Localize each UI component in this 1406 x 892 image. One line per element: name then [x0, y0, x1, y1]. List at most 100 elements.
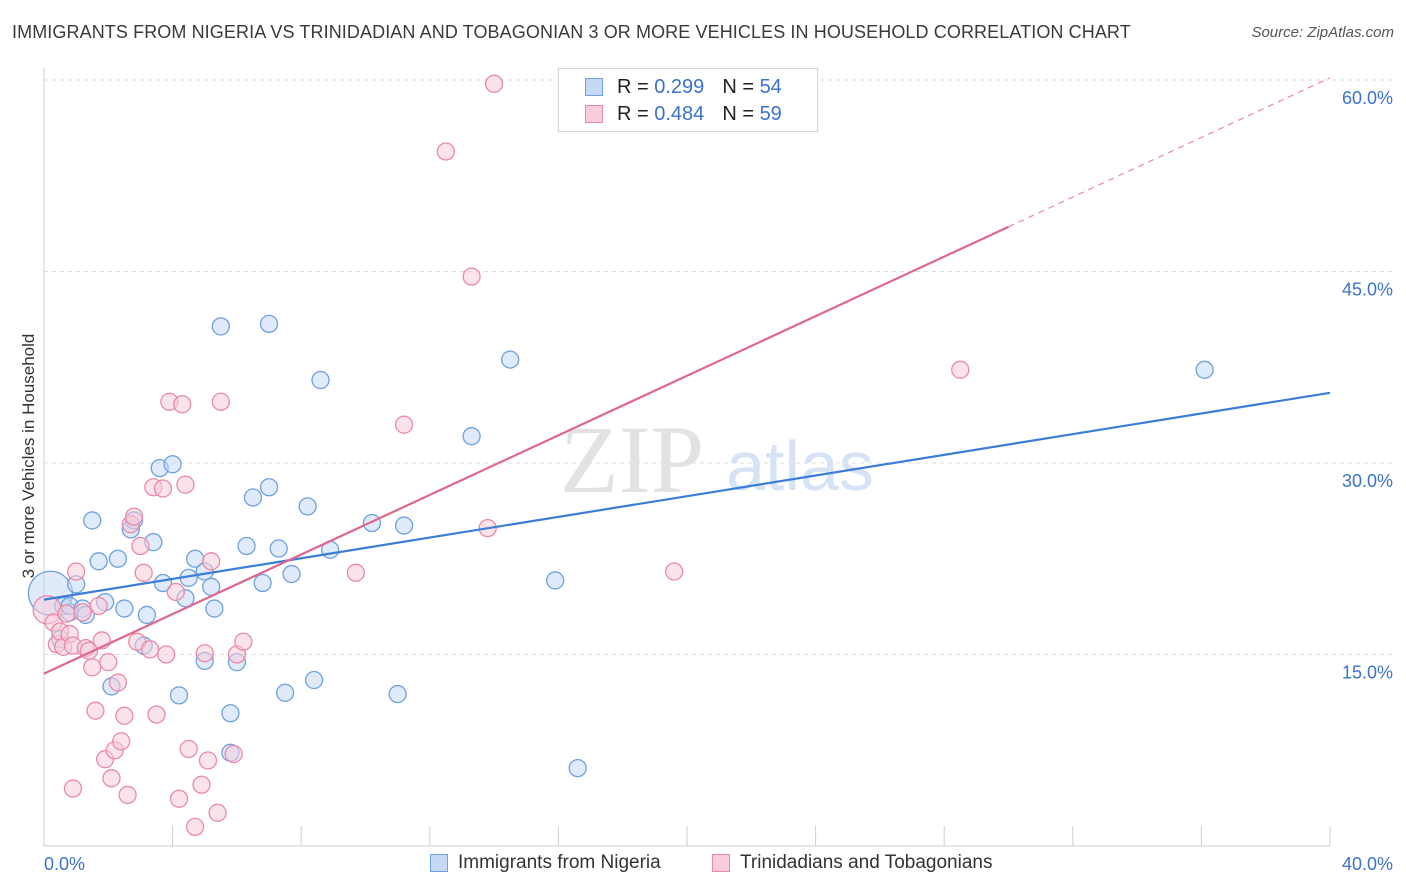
data-point	[436, 142, 456, 161]
bottom-legend-label-nigeria: Immigrants from Nigeria	[458, 852, 661, 873]
data-point	[211, 392, 230, 411]
data-point	[546, 571, 565, 590]
bottom-legend-nigeria: Immigrants from Nigeria	[430, 852, 661, 874]
data-point	[462, 427, 481, 446]
data-point	[275, 683, 295, 702]
data-point	[362, 513, 382, 533]
data-point	[163, 455, 182, 474]
data-point	[112, 732, 131, 751]
data-point	[83, 511, 102, 530]
y-tick-label: 30.0%	[1342, 471, 1393, 491]
data-point	[221, 704, 240, 723]
legend-n-value: 59	[759, 102, 782, 125]
legend-r-value: 0.299	[654, 75, 705, 98]
data-point	[57, 604, 76, 623]
data-point	[153, 479, 173, 498]
data-point	[108, 549, 128, 568]
grid-lines	[44, 79, 1392, 655]
watermark-atlas: atlas	[726, 427, 874, 505]
bottom-legend: Immigrants from Nigeria Trinidadians and…	[0, 852, 1406, 878]
data-point	[169, 789, 189, 808]
data-point	[176, 475, 195, 494]
data-point	[394, 516, 414, 535]
data-point	[140, 640, 160, 659]
data-point	[115, 706, 134, 725]
data-point	[157, 645, 176, 664]
data-point	[83, 658, 102, 677]
data-point	[134, 563, 153, 582]
data-point	[63, 779, 83, 798]
series-trinidad	[32, 74, 970, 836]
data-point	[237, 536, 256, 556]
legend-n-label: N =	[722, 75, 754, 98]
data-point	[173, 395, 192, 414]
x-tick-label: 0.0%	[44, 854, 85, 874]
data-point	[89, 596, 108, 616]
legend-row-nigeria: R = 0.299 N = 54	[559, 74, 782, 100]
data-point	[282, 564, 301, 584]
legend-r-label: R =	[617, 75, 649, 98]
data-point	[73, 603, 92, 622]
data-point	[89, 552, 108, 571]
legend-r-label: R =	[617, 102, 649, 125]
data-point	[131, 536, 150, 556]
data-point	[951, 360, 970, 379]
legend-r-value: 0.484	[654, 102, 705, 125]
legend-n-label: N =	[722, 102, 754, 125]
x-tick-label: 40.0%	[1342, 854, 1393, 874]
data-point	[664, 562, 684, 581]
data-point	[253, 573, 272, 593]
y-axis-label: 3 or more Vehicles in Household	[19, 334, 38, 579]
legend-row-trinidad: R = 0.484 N = 59	[559, 101, 782, 127]
data-point	[202, 552, 221, 571]
y-tick-label: 15.0%	[1342, 663, 1393, 683]
series-nigeria	[27, 314, 1214, 778]
data-point	[462, 267, 481, 286]
data-point	[501, 350, 520, 369]
data-point	[169, 686, 189, 705]
data-point	[124, 507, 144, 526]
data-point	[118, 785, 137, 805]
trend-line-nigeria	[43, 391, 1331, 601]
data-point	[137, 605, 157, 625]
data-point	[394, 415, 414, 434]
data-point	[388, 684, 407, 704]
data-point	[179, 739, 198, 759]
data-point	[195, 644, 214, 663]
legend-n-value: 54	[759, 75, 782, 98]
data-point	[298, 497, 317, 516]
data-point	[205, 599, 224, 618]
data-point	[198, 751, 218, 770]
data-point	[208, 803, 227, 822]
trend-line-extension	[1008, 77, 1331, 228]
data-point	[346, 563, 366, 582]
data-point	[147, 705, 166, 724]
data-point	[243, 488, 263, 507]
y-tick-label: 60.0%	[1342, 88, 1393, 108]
legend-swatch-nigeria	[585, 78, 603, 96]
bottom-legend-swatch-trinidad	[712, 854, 730, 872]
trend-line-trinidad	[43, 225, 1009, 675]
data-point	[185, 817, 205, 836]
legend-swatch-trinidad	[585, 105, 603, 123]
data-point	[234, 632, 253, 651]
data-point	[102, 769, 121, 788]
bottom-legend-label-trinidad: Trinidadians and Tobagonians	[740, 852, 993, 873]
data-point	[99, 653, 118, 672]
y-tick-label: 45.0%	[1342, 280, 1393, 300]
data-point	[259, 314, 279, 333]
data-point	[108, 673, 128, 692]
data-point	[1195, 360, 1214, 379]
bottom-legend-swatch-nigeria	[430, 854, 448, 872]
data-point	[86, 701, 105, 720]
legend: R = 0.299 N = 54 R = 0.484 N = 59	[558, 68, 818, 132]
data-point	[304, 670, 324, 690]
bottom-legend-trinidad: Trinidadians and Tobagonians	[712, 852, 992, 874]
data-point	[115, 599, 134, 618]
data-point	[484, 74, 504, 93]
data-point	[568, 758, 587, 778]
data-point	[166, 582, 185, 602]
chart-title: IMMIGRANTS FROM NIGERIA VS TRINIDADIAN A…	[12, 22, 1131, 42]
data-point	[211, 317, 230, 336]
